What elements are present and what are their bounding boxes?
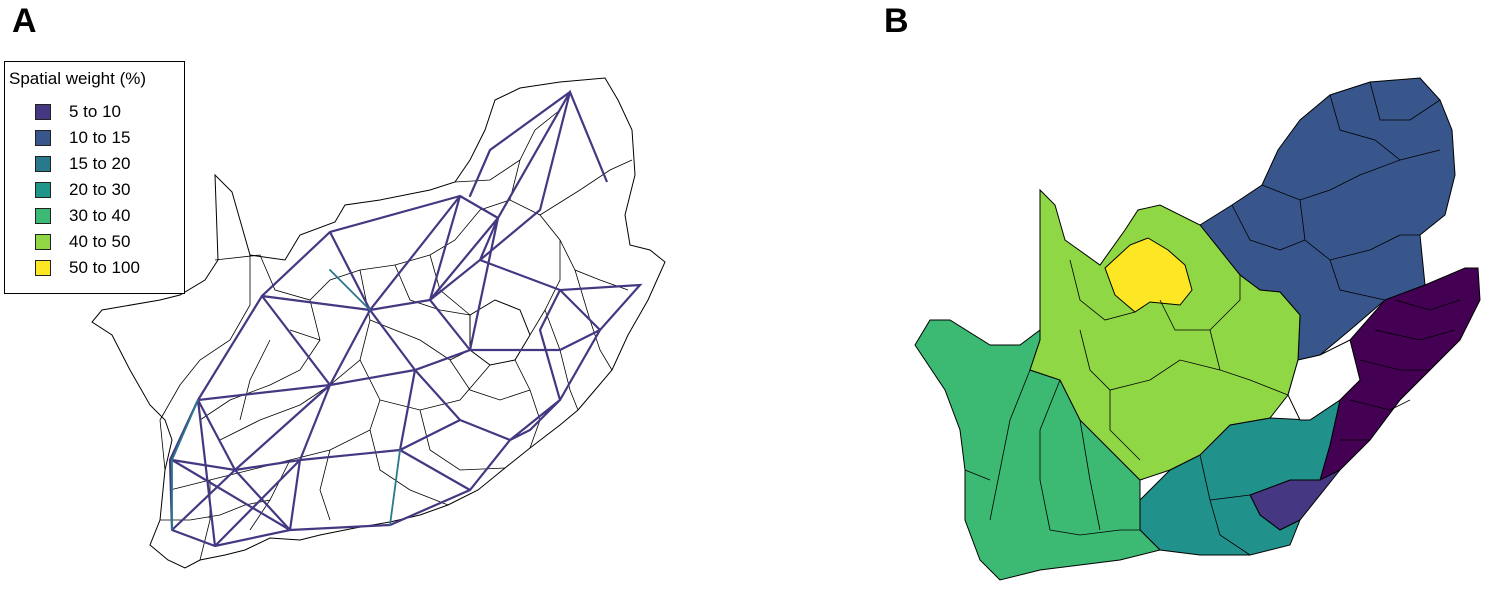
legend-label: 5 to 10 [69, 102, 121, 121]
legend-label: 15 to 20 [69, 154, 131, 173]
legend-swatch [35, 234, 51, 250]
legend-label: 30 to 40 [69, 206, 131, 225]
map-b-regions [914, 77, 1481, 581]
lesotho-b [1287, 339, 1361, 421]
legend-swatch [35, 260, 51, 276]
district-boundaries-a [159, 109, 633, 561]
panel-letter-a: A [12, 2, 37, 40]
panel-letter-b: B [884, 2, 909, 40]
legend-swatch [35, 130, 51, 146]
country-outline-a [91, 77, 666, 569]
lesotho-outline-a [469, 299, 531, 366]
legend-label: 10 to 15 [69, 128, 131, 147]
district-boundaries-b [964, 81, 1461, 556]
map-a-outline [91, 77, 666, 569]
legend-swatch [35, 208, 51, 224]
legend-title: Spatial weight (%) [9, 69, 147, 88]
legend-swatch [35, 182, 51, 198]
region-north-west-central [1104, 237, 1193, 313]
spatial-weight-network [168, 89, 643, 548]
legend-label: 20 to 30 [69, 180, 131, 199]
legend-label: 50 to 100 [69, 258, 140, 277]
region-northern-cape-central [1029, 188, 1301, 481]
legend-swatch [35, 156, 51, 172]
network-links-10-20 [171, 269, 401, 531]
legend-swatch [35, 104, 51, 120]
network-links-5-10 [168, 89, 643, 548]
legend: Spatial weight (%) 5 to 10 10 to 15 15 t… [4, 61, 185, 294]
legend-label: 40 to 50 [69, 232, 131, 251]
